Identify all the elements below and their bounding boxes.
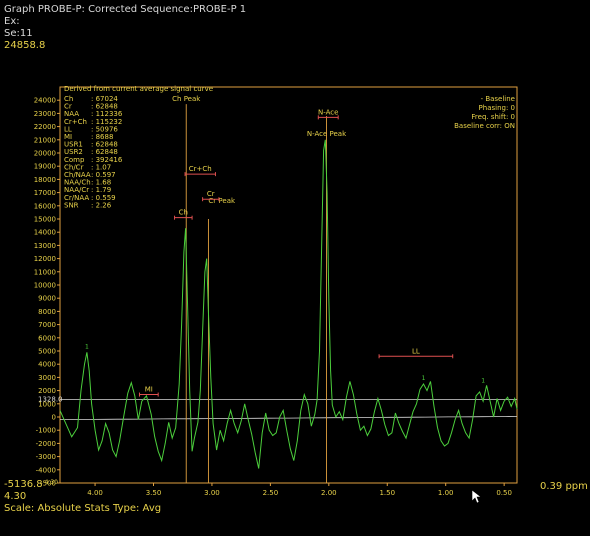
stat-value: : 0.597 xyxy=(91,171,116,179)
x-tick-label: 4.00 xyxy=(87,489,103,497)
y-tick-label: 20000 xyxy=(34,150,56,158)
info-text: Freq. shift: 0 xyxy=(471,113,515,121)
stat-key: Cr+Ch xyxy=(64,118,87,126)
y-tick-label: 23000 xyxy=(34,110,56,118)
y-tick-label: -500 xyxy=(40,480,56,488)
stat-value: : 67024 xyxy=(91,95,118,103)
info-text: - Baseline xyxy=(481,95,515,103)
x-tick-label: 3.00 xyxy=(204,489,220,497)
y-tick-label: 0 xyxy=(52,414,56,422)
spectrum-series xyxy=(59,139,518,469)
integration-label: MI xyxy=(145,386,153,394)
y-tick-label: 9000 xyxy=(38,295,56,303)
y-tick-label: 21000 xyxy=(34,136,56,144)
y-tick-label: -2000 xyxy=(36,440,56,448)
stat-value: : 62848 xyxy=(91,148,118,156)
stat-key: SNR xyxy=(64,201,79,209)
peak-label: Cr Peak xyxy=(208,197,236,205)
stat-key: MI xyxy=(64,133,72,141)
series-label: Se:11 xyxy=(4,28,33,39)
y-tick-label: 11000 xyxy=(34,268,56,276)
ppm-left: 4.30 xyxy=(4,491,27,502)
stat-key: Ch/NAA xyxy=(64,171,91,179)
y-tick-label: 4000 xyxy=(38,361,56,369)
plot-frame xyxy=(59,86,518,484)
info-text: Phasing: 0 xyxy=(479,104,515,112)
stat-value: : 50976 xyxy=(91,125,118,133)
stat-value: : 1.79 xyxy=(91,186,111,194)
stat-key: LL xyxy=(64,125,72,133)
y-tick-label: 6000 xyxy=(38,334,56,342)
panel-title: Derived from current average signal curv… xyxy=(64,85,213,93)
window-title: Graph PROBE-P: Corrected Sequence:PROBE-… xyxy=(4,4,247,15)
baseline-label: 1328.0 xyxy=(38,395,63,403)
stat-value: : 8688 xyxy=(91,133,113,141)
min-value: -5136.8 xyxy=(4,479,43,490)
y-tick-label: 7000 xyxy=(38,321,56,329)
fitted-baseline xyxy=(60,416,518,421)
stat-key: Ch/Cr xyxy=(64,163,84,171)
y-tick-label: 18000 xyxy=(34,176,56,184)
x-tick-label: 2.00 xyxy=(321,489,337,497)
stat-value: : 115232 xyxy=(91,118,122,126)
y-tick-label: 19000 xyxy=(34,163,56,171)
stat-value: : 112336 xyxy=(91,110,123,118)
stat-value: : 1.68 xyxy=(91,179,111,187)
y-tick-label: 15000 xyxy=(34,216,56,224)
stat-key: Cr xyxy=(64,103,72,111)
y-tick-label: 10000 xyxy=(34,282,56,290)
integration-label: Cr+Ch xyxy=(189,165,212,173)
y-tick-label: 12000 xyxy=(34,255,56,263)
integration-label: Cr xyxy=(207,190,215,198)
stat-key: NAA/Ch xyxy=(64,179,91,187)
stat-key: NAA xyxy=(64,110,79,118)
stat-value: : 392416 xyxy=(91,156,123,164)
scale-status: Scale: Absolute Stats Type: Avg xyxy=(4,503,162,514)
y-tick-label: 3000 xyxy=(38,374,56,382)
y-tick-label: -1000 xyxy=(36,427,56,435)
integration-label: Ch xyxy=(179,209,188,217)
y-tick-label: 14000 xyxy=(34,229,56,237)
integration-label: N-Ace xyxy=(318,108,338,116)
y-tick-label: 16000 xyxy=(34,202,56,210)
stat-key: USR1 xyxy=(64,141,83,149)
integration-label: LL xyxy=(412,347,420,355)
y-tick-label: -3000 xyxy=(36,453,56,461)
peak-index: 1 xyxy=(422,375,426,382)
stat-value: : 0.559 xyxy=(91,194,116,202)
stat-value: : 1.07 xyxy=(91,163,111,171)
y-tick-label: 1000 xyxy=(38,400,56,408)
y-tick-label: 2000 xyxy=(38,387,56,395)
peak-index: 1 xyxy=(481,378,485,385)
stat-key: Comp xyxy=(64,156,85,164)
x-start-label: 4.30 xyxy=(45,479,59,486)
stat-key: Cr/NAA xyxy=(64,194,89,202)
x-tick-label: 2.50 xyxy=(263,489,279,497)
info-text: Baseline corr: ON xyxy=(454,122,515,130)
peak-index: 1 xyxy=(85,343,89,350)
stat-value: : 62848 xyxy=(91,141,118,149)
stat-key: USR2 xyxy=(64,148,83,156)
x-tick-label: 1.50 xyxy=(379,489,395,497)
peak-label: N-Ace Peak xyxy=(307,130,347,138)
y-tick-label: 13000 xyxy=(34,242,56,250)
x-tick-label: 0.50 xyxy=(496,489,512,497)
stat-value: : 2.26 xyxy=(91,201,112,209)
stat-value: : 62848 xyxy=(91,103,118,111)
stat-key: NAA/Cr xyxy=(64,186,89,194)
max-value: 24858.8 xyxy=(4,40,46,51)
stat-key: Ch xyxy=(64,95,73,103)
ex-label: Ex: xyxy=(4,16,20,27)
x-tick-label: 3.50 xyxy=(146,489,162,497)
ppm-right: 0.39 ppm xyxy=(540,481,588,492)
y-tick-label: -4000 xyxy=(36,466,56,474)
y-tick-label: 24000 xyxy=(34,97,56,105)
y-tick-label: 17000 xyxy=(34,189,56,197)
y-tick-label: 5000 xyxy=(38,348,56,356)
x-tick-label: 1.00 xyxy=(438,489,454,497)
y-tick-label: 22000 xyxy=(34,123,56,131)
y-tick-label: 8000 xyxy=(38,308,56,316)
peak-label: Ch Peak xyxy=(172,95,201,103)
